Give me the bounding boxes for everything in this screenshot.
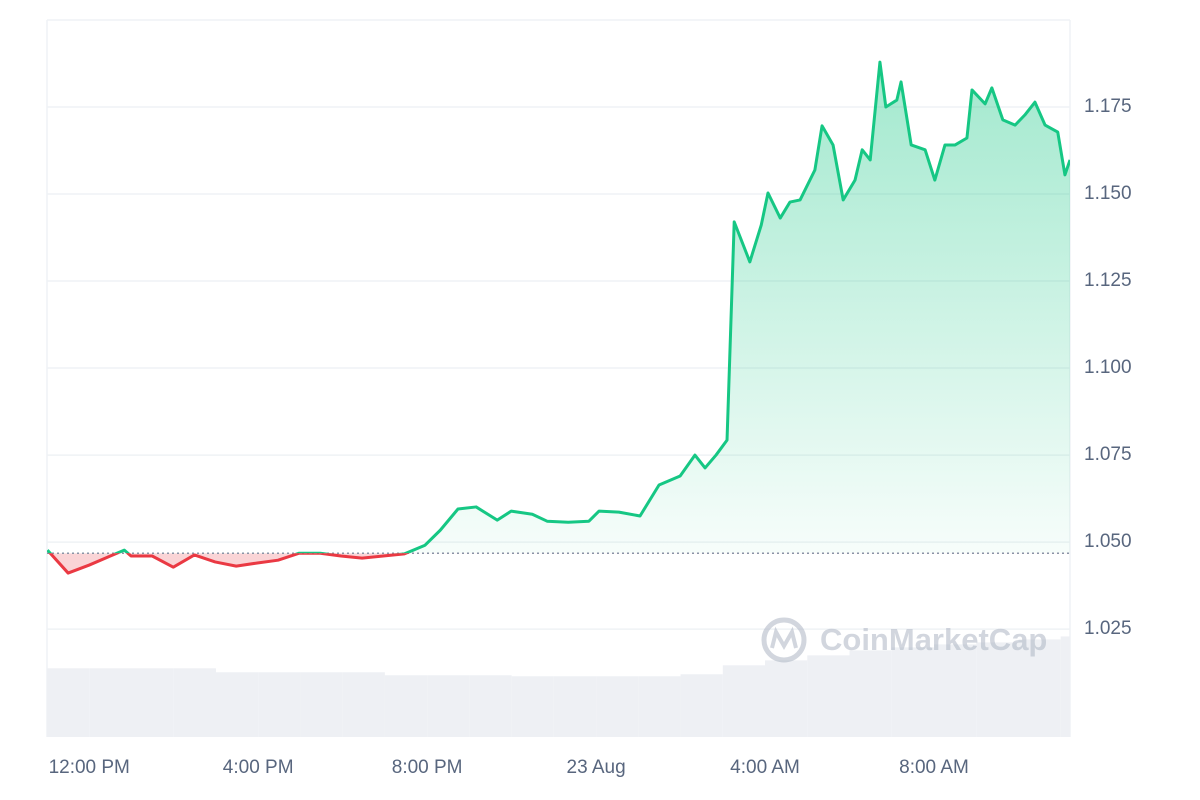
volume-bar	[131, 668, 174, 737]
x-tick-label: 12:00 PM	[49, 757, 130, 778]
volume-bar	[849, 650, 892, 737]
watermark: CoinMarketCap	[761, 617, 1047, 663]
volume-bar	[722, 665, 766, 737]
volume-bar	[807, 655, 850, 737]
volume-bar	[342, 672, 385, 737]
y-tick-label: 1.025	[1084, 618, 1132, 639]
volume-bar	[976, 642, 1019, 737]
volume-bar	[1060, 636, 1070, 737]
volume-bar	[680, 674, 723, 737]
x-tick-label: 4:00 PM	[223, 757, 294, 778]
x-tick-label: 4:00 AM	[730, 757, 800, 778]
volume-bar	[300, 672, 343, 737]
x-tick-label: 8:00 AM	[899, 757, 969, 778]
y-tick-label: 1.075	[1084, 444, 1132, 465]
volume-bar	[933, 644, 977, 737]
price-line-down	[48, 553, 410, 575]
area-up	[47, 62, 1070, 554]
volume-bar	[553, 676, 597, 737]
x-tick-label: 8:00 PM	[392, 757, 463, 778]
volume-bar	[89, 668, 132, 737]
volume-bar	[47, 668, 90, 737]
x-tick-label: 23 Aug	[567, 757, 626, 778]
volume-bar	[215, 672, 259, 737]
y-tick-label: 1.050	[1084, 531, 1132, 552]
volume-bar	[891, 647, 934, 737]
y-tick-label: 1.175	[1084, 96, 1132, 117]
volume-bar	[384, 675, 428, 737]
volume-bar	[258, 672, 301, 737]
y-tick-label: 1.100	[1084, 357, 1132, 378]
volume-bar	[427, 675, 470, 737]
volume-bar	[511, 676, 554, 737]
volume-bar	[765, 660, 808, 737]
volume-bar	[1018, 639, 1061, 737]
volume-bar	[173, 668, 216, 737]
volume-bar	[638, 676, 681, 737]
volume-bar	[596, 676, 639, 737]
price-line-up	[47, 60, 1070, 554]
volume-bar	[469, 675, 512, 737]
watermark-text: CoinMarketCap	[820, 622, 1047, 657]
y-tick-label: 1.150	[1084, 183, 1132, 204]
y-tick-label: 1.125	[1084, 270, 1132, 291]
